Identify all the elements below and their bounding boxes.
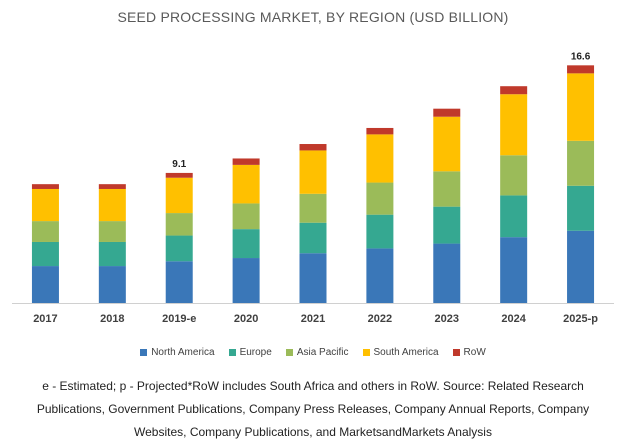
- bar-segment-north-america-2020: [232, 258, 260, 303]
- bar-segment-europe-2021: [299, 222, 327, 254]
- legend-item: Europe: [228, 347, 272, 358]
- legend-label: South America: [373, 347, 439, 358]
- footnote: e - Estimated; p - Projected*RoW include…: [36, 379, 590, 439]
- bar-segment-south-america-2018: [98, 188, 126, 222]
- chart-title: SEED PROCESSING MARKET, BY REGION (USD B…: [117, 9, 509, 25]
- bar-segment-south-america-2024: [500, 94, 528, 156]
- bar-segment-asia-pacific-2025-p: [567, 140, 595, 186]
- bar-segment-south-america-2017: [31, 188, 59, 222]
- bar-segment-south-america-2023: [433, 116, 461, 172]
- bar-segment-europe-2019-e: [165, 235, 193, 262]
- bar-segment-europe-2018: [98, 241, 126, 267]
- legend: North America Europe Asia Pacific South Ame…: [0, 347, 626, 358]
- x-tick-label: 2017: [33, 313, 57, 325]
- legend-label: North America: [151, 347, 215, 358]
- bar-segment-asia-pacific-2020: [232, 203, 260, 230]
- legend-swatch: [228, 349, 236, 356]
- legend-swatch: [362, 349, 370, 356]
- bar-segment-row-2022: [366, 127, 394, 135]
- x-tick-label: 2018: [100, 313, 124, 325]
- bars-group: [31, 65, 595, 303]
- bar-segment-row-2019-e: [165, 172, 193, 178]
- data-label-total: 9.1: [172, 159, 186, 170]
- x-tick-label: 2021: [301, 313, 325, 325]
- legend-swatch: [452, 349, 460, 356]
- legend-swatch: [140, 349, 148, 356]
- bar-segment-north-america-2018: [98, 266, 126, 303]
- bar-segment-europe-2022: [366, 214, 394, 249]
- bar-segment-europe-2017: [31, 241, 59, 267]
- legend-label: Asia Pacific: [296, 347, 349, 358]
- bar-segment-row-2025-p: [567, 65, 595, 74]
- bar-segment-north-america-2025-p: [567, 230, 595, 303]
- bar-segment-asia-pacific-2021: [299, 193, 327, 223]
- bar-segment-asia-pacific-2018: [98, 221, 126, 242]
- legend-item: North America: [140, 347, 215, 358]
- bar-segment-north-america-2021: [299, 253, 327, 303]
- bar-segment-europe-2025-p: [567, 185, 595, 231]
- bar-segment-south-america-2025-p: [567, 73, 595, 141]
- bar-segment-asia-pacific-2017: [31, 221, 59, 242]
- stacked-bar-chart: 2017 2018 2019-e 2020 2021 2022 2023 2024 2025-p…: [12, 51, 614, 325]
- bar-segment-europe-2024: [500, 195, 528, 238]
- legend-item: Asia Pacific: [285, 347, 349, 358]
- bar-segment-south-america-2020: [232, 164, 260, 204]
- x-tick-label: 2024: [501, 313, 526, 325]
- legend-label: RoW: [463, 347, 486, 358]
- x-tick-labels: 2017 2018 2019-e 2020 2021 2022 2023 2024 2025-p: [33, 313, 598, 325]
- bar-segment-row-2017: [31, 184, 59, 189]
- bar-segment-row-2020: [232, 158, 260, 165]
- x-tick-label: 2022: [368, 313, 392, 325]
- legend-item: RoW: [452, 347, 486, 358]
- bar-segment-south-america-2022: [366, 134, 394, 183]
- bar-segment-north-america-2019-e: [165, 261, 193, 303]
- bar-segment-north-america-2024: [500, 237, 528, 303]
- x-tick-label: 2025-p: [563, 313, 598, 325]
- bar-segment-south-america-2021: [299, 150, 327, 194]
- legend-item: South America: [362, 347, 439, 358]
- legend-label: Europe: [239, 347, 272, 358]
- x-tick-label: 2019-e: [162, 313, 196, 325]
- bar-segment-south-america-2019-e: [165, 177, 193, 214]
- bar-segment-asia-pacific-2024: [500, 155, 528, 196]
- bar-segment-asia-pacific-2023: [433, 171, 461, 207]
- data-label-total: 16.6: [571, 51, 591, 62]
- x-tick-label: 2020: [234, 313, 258, 325]
- legend-swatch: [285, 349, 293, 356]
- x-tick-label: 2023: [435, 313, 459, 325]
- bar-segment-north-america-2023: [433, 243, 461, 303]
- bar-segment-europe-2023: [433, 206, 461, 244]
- bar-segment-row-2023: [433, 108, 461, 117]
- bar-segment-asia-pacific-2022: [366, 182, 394, 215]
- bar-segment-north-america-2017: [31, 266, 59, 303]
- bar-segment-europe-2020: [232, 229, 260, 259]
- bar-segment-row-2018: [98, 184, 126, 189]
- bar-segment-row-2024: [500, 86, 528, 95]
- data-labels: 9.1 16.6: [172, 51, 590, 170]
- bar-segment-row-2021: [299, 144, 327, 151]
- bar-segment-north-america-2022: [366, 248, 394, 303]
- bar-segment-asia-pacific-2019-e: [165, 213, 193, 236]
